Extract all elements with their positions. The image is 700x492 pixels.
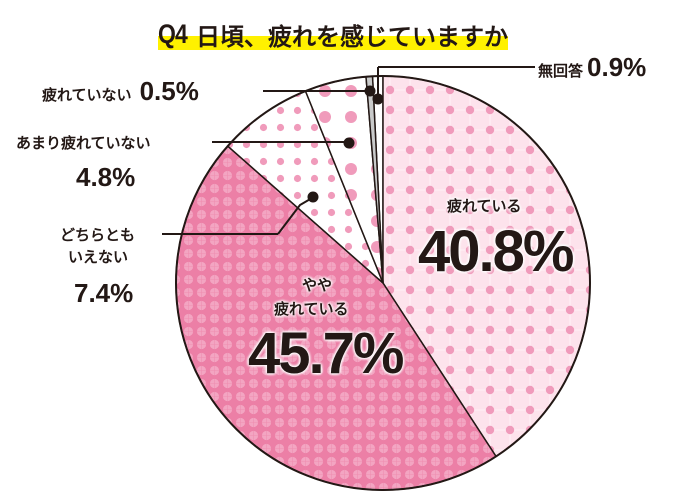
label-tsukarete-iru-pct: 40.8% [418,219,574,284]
label-mukaitou-name: 無回答 [538,62,584,80]
question-number: Q4 [158,18,188,49]
label-tsukarete-iru-name: 疲れている [447,197,522,215]
label-yaya-line1: やや [302,276,333,294]
title-highlight [158,36,509,50]
label-tsukarete-inai: 疲れていない 0.5% [42,76,199,107]
label-yaya-line2: 疲れている [274,300,349,318]
pie-slices [175,75,591,491]
question-text: 日頃、疲れを感じていますか [196,22,509,51]
label-dochira-line2: いえない [68,248,129,266]
label-mukaitou: 無回答 0.9% [538,52,646,83]
label-dochira-line1: どちらとも [60,226,136,244]
chart-title: Q4 日頃、疲れを感じていますか [158,14,509,54]
label-tsukarete-inai-name: 疲れていない [42,86,132,104]
label-amari-pct: 4.8% [76,162,136,192]
label-dochira-pct: 7.4% [74,278,134,308]
label-yaya-pct: 45.7% [248,321,404,386]
label-mukaitou-pct: 0.9% [587,52,647,82]
label-amari-name: あまり疲れていない [16,134,151,152]
leader-lines [162,66,535,235]
label-tsukarete-inai-pct: 0.5% [139,76,199,106]
